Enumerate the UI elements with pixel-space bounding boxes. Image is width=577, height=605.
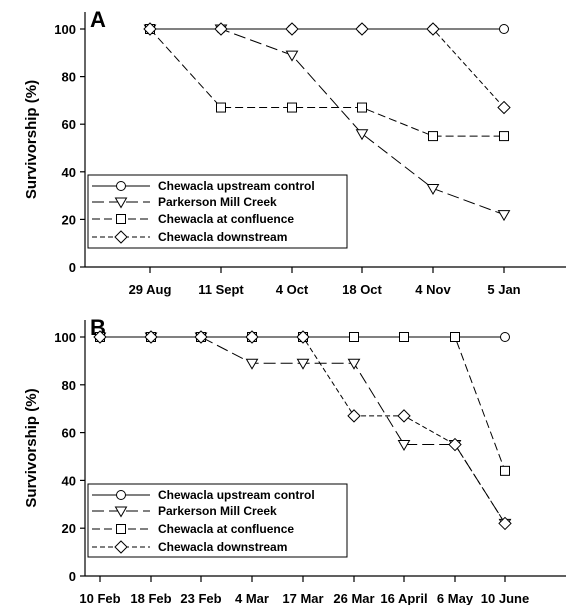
data-point [357,102,367,113]
x-tick-label: 11 Sept [198,282,244,297]
series-2 [145,24,509,142]
y-tick-label: 100 [54,22,76,37]
y-tick-label: 80 [62,378,76,393]
data-point [296,358,310,370]
legend-marker [114,230,128,244]
y-tick-label: 0 [69,569,76,584]
chart-panel-b: 0 20 40 60 80 100 10 Feb 18 Feb 23 Feb 4 Mar 17 Ma… [23,315,566,605]
y-tick-label: 20 [62,521,76,536]
data-point [448,437,462,452]
data-point [497,210,511,222]
x-tick-label: 18 Oct [342,282,382,297]
data-point [499,24,509,34]
legend-marker [114,197,128,209]
y-tick-label: 60 [62,426,76,441]
legend-entry: Parkerson Mill Creek [158,504,277,518]
data-point [214,22,228,36]
legend-box [87,483,348,558]
series-line [149,28,504,137]
x-tick-label: 5 Jan [487,282,520,297]
data-point [399,332,409,342]
legend-entry: Chewacla at confluence [158,212,294,226]
x-tick-label: 16 April [380,591,427,605]
data-point [426,183,440,195]
y-tick-label: 60 [62,117,76,132]
y-tick-label: 20 [62,212,76,227]
legend-entry: Chewacla upstream control [158,488,315,502]
series-2 [95,332,510,476]
series-3 [143,22,511,115]
data-point [245,330,259,344]
data-point [498,516,512,531]
x-tick-label: 6 May [437,591,474,605]
data-point [296,330,310,344]
y-tick-label: 40 [62,473,76,488]
x-tick-label: 10 Feb [79,591,120,605]
data-point [500,465,510,476]
x-tick-label: 18 Feb [130,591,171,605]
legend-marker [114,506,128,518]
y-axis-title: Survivorship (%) [23,388,40,507]
data-point [285,50,299,62]
x-tick-label: 4 Mar [235,591,269,605]
y-tick-label: 100 [54,330,76,345]
series-3 [93,330,512,531]
data-point [397,409,411,423]
data-point [355,129,369,141]
data-point [143,22,157,36]
data-point [355,22,369,36]
data-point [245,358,259,370]
legend: Chewacla upstream control Parkerson Mill … [87,483,348,558]
x-tick-label: 4 Nov [415,282,451,297]
legend-box [87,174,348,249]
data-point [500,332,510,342]
data-point [285,22,299,36]
y-axis-title: Survivorship (%) [23,80,40,199]
legend-marker [114,540,128,554]
data-point [216,102,226,113]
data-point [93,330,107,344]
data-point [397,440,411,452]
data-point [428,131,438,142]
data-point [347,409,361,423]
legend-marker [116,181,126,191]
legend-entry: Chewacla at confluence [158,522,294,536]
panel-label: A [90,7,106,32]
series-line [150,28,505,108]
x-tick-label: 29 Aug [129,282,172,297]
data-point [499,131,509,142]
legend-entry: Chewacla upstream control [158,179,315,193]
y-tick-label: 40 [62,165,76,180]
x-tick-label: 17 Mar [282,591,323,605]
legend-entry: Parkerson Mill Creek [158,195,277,209]
data-point [349,332,359,342]
data-point [194,330,208,344]
data-point [347,358,361,370]
legend-entry: Chewacla downstream [158,230,287,244]
x-tick-label: 4 Oct [276,282,309,297]
legend-marker [116,214,126,224]
y-tick-label: 80 [62,70,76,85]
chart-panel-a: 0 20 40 60 80 100 29 Aug 11 Sept 4 Oct 18 Oct 4 No… [23,7,566,297]
legend: Chewacla upstream control Parkerson Mill … [87,174,348,249]
data-point [144,330,158,344]
x-tick-label: 26 Mar [333,591,374,605]
data-point [287,102,297,113]
data-point [426,22,440,36]
data-point [497,100,511,115]
legend-entry: Chewacla downstream [158,540,287,554]
legend-marker [116,490,126,500]
series-line [100,336,506,472]
x-tick-label: 23 Feb [180,591,221,605]
y-tick-label: 0 [69,260,76,275]
data-point [450,332,460,342]
legend-marker [116,524,126,534]
x-tick-label: 10 June [481,591,529,605]
